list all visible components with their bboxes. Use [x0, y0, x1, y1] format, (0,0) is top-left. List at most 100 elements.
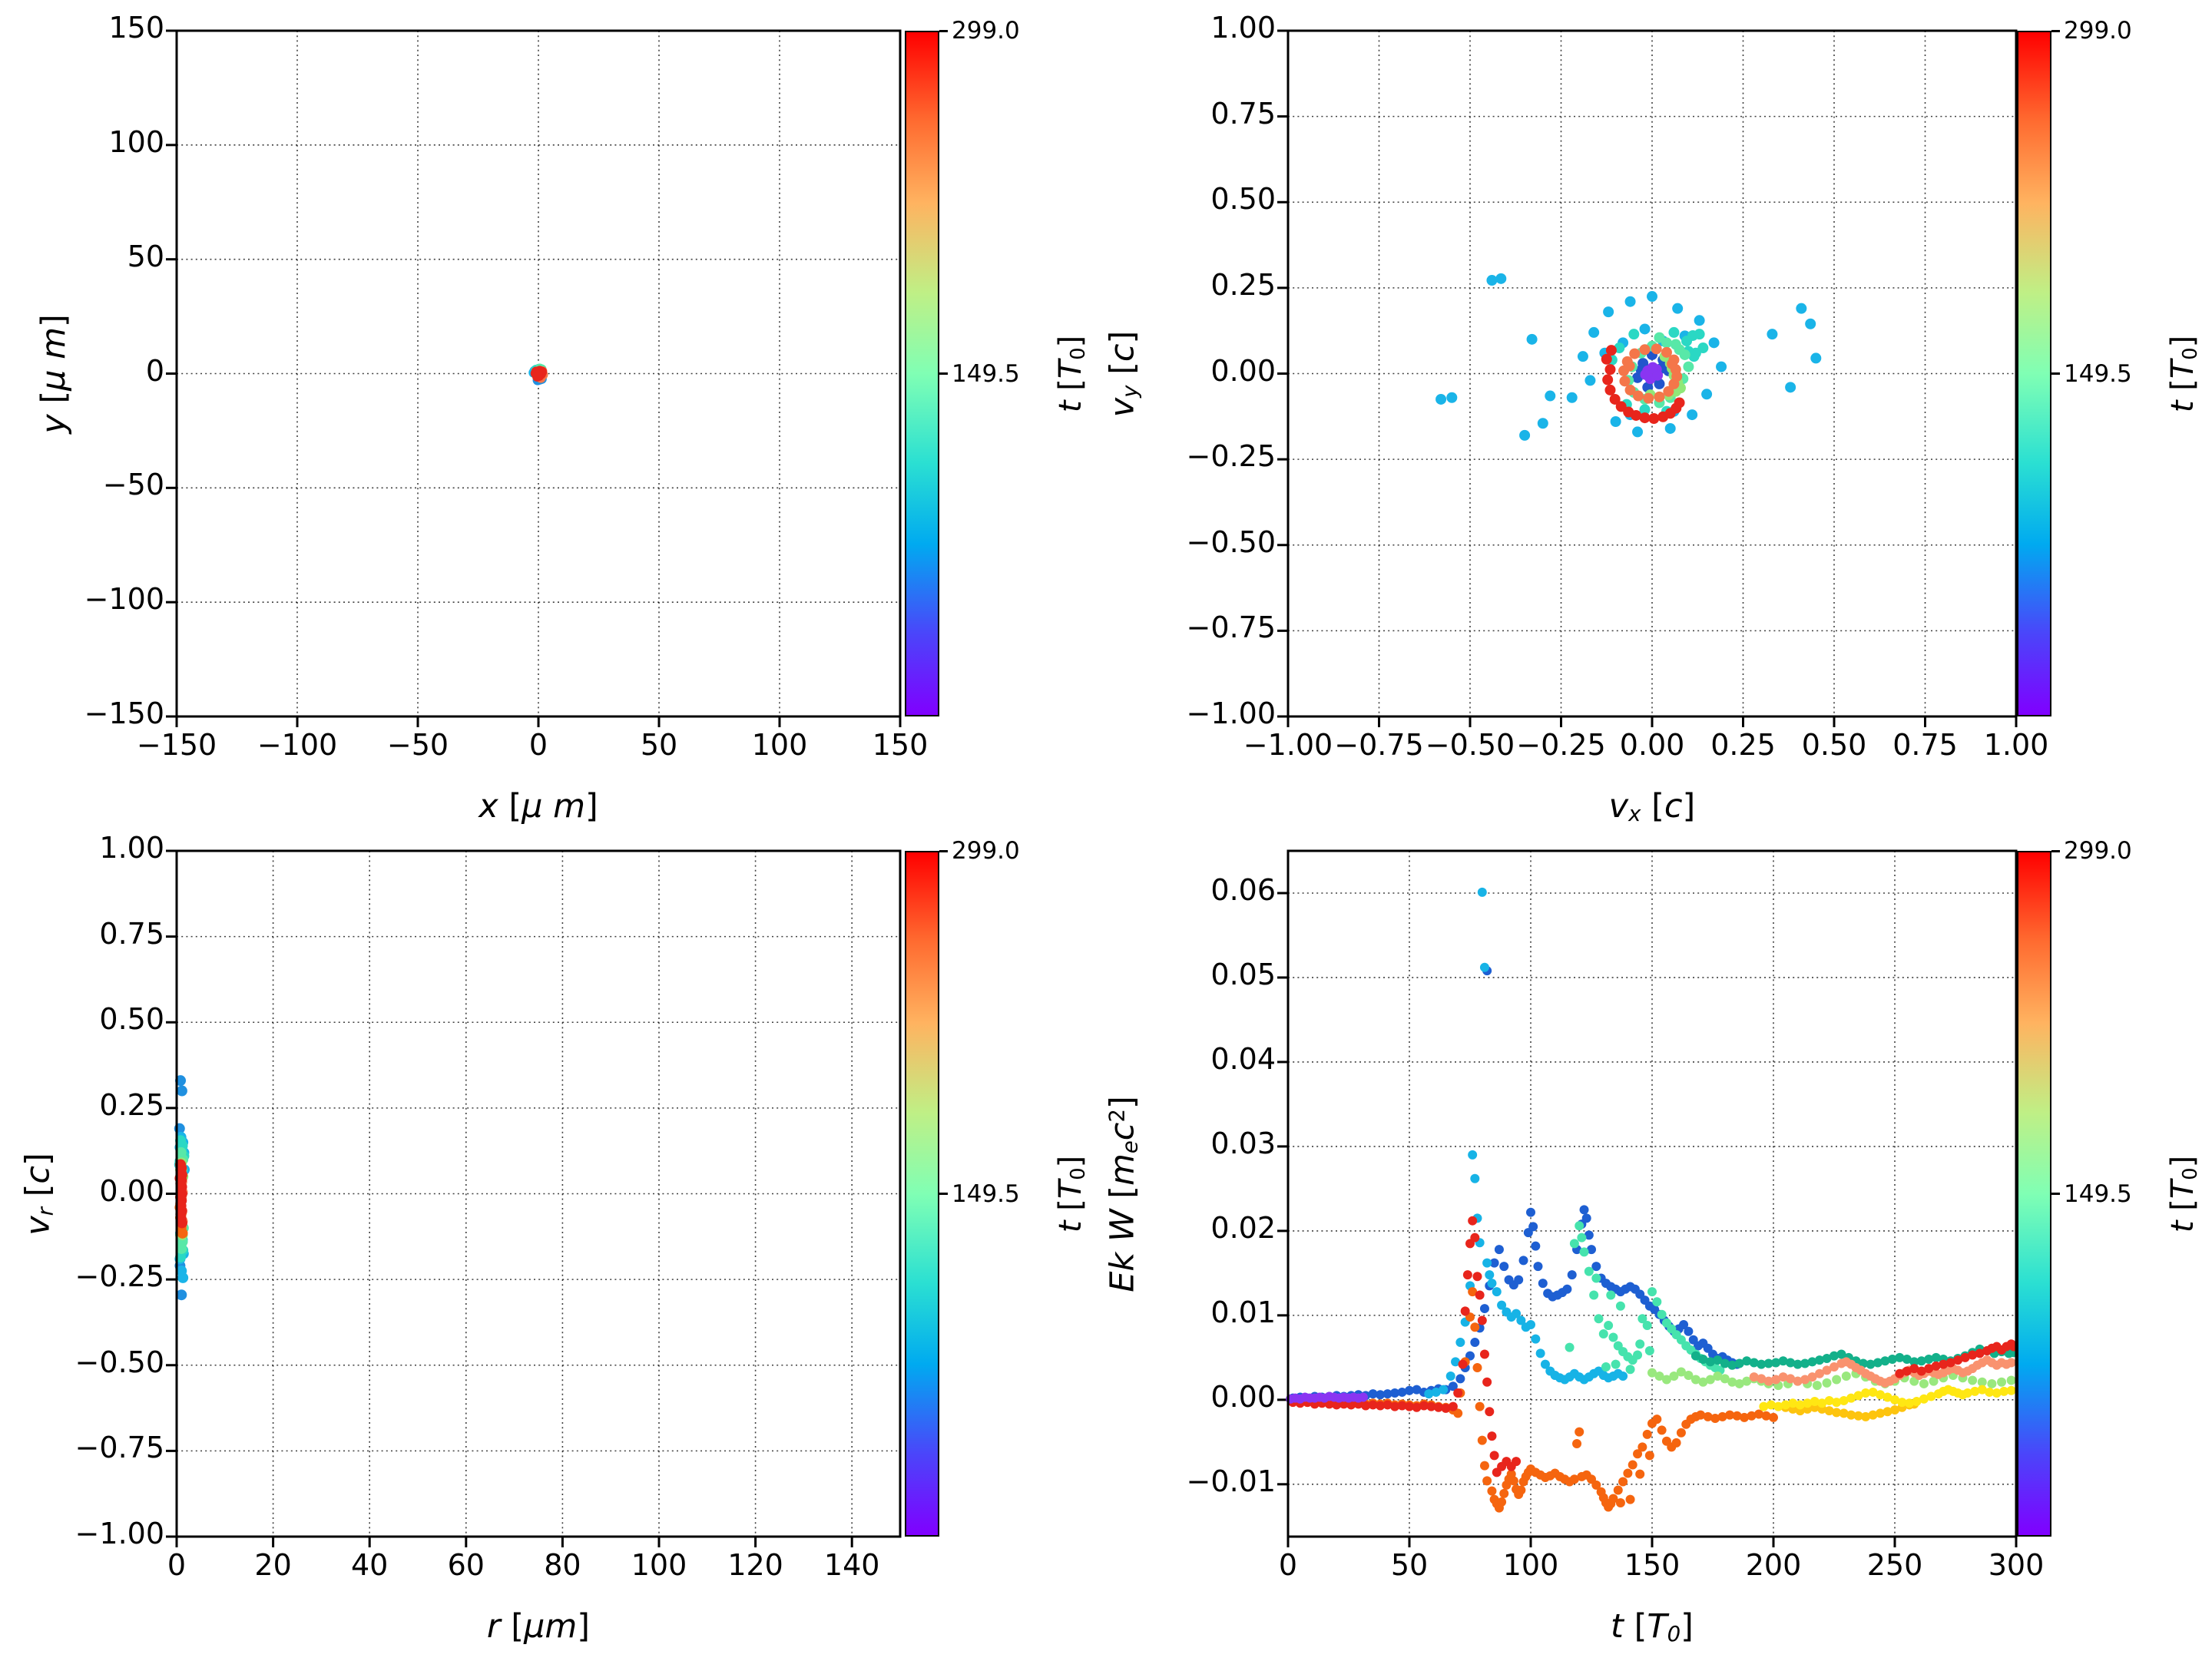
- y-tick-label: 0.00: [99, 1173, 164, 1208]
- label-fragment: c: [1664, 787, 1683, 826]
- tick-marks: [166, 849, 853, 1547]
- label-fragment: v: [18, 1215, 58, 1236]
- y-axis-label: vr [c]: [18, 1153, 58, 1236]
- label-fragment: Ek W: [1103, 1208, 1142, 1292]
- colorbar-label: t [T0]: [1053, 1155, 1090, 1232]
- label-fragment: c: [1103, 342, 1142, 362]
- label-fragment: t: [2165, 1219, 2201, 1233]
- y-tick-label: 0.75: [99, 916, 164, 951]
- y-axis-label: vy [c]: [1103, 330, 1142, 417]
- colorbar-gradient: [2017, 851, 2051, 1537]
- x-axis-label: t [T0]: [1611, 1607, 1694, 1646]
- colorbar-tick-mark: [939, 849, 948, 852]
- x-tick-label: 40: [351, 1548, 389, 1582]
- label-fragment: 2: [1104, 1108, 1130, 1123]
- label-fragment: [: [35, 390, 73, 414]
- label-fragment: t: [1053, 399, 1089, 412]
- y-axis-label: Ek W [mec2]: [1103, 1096, 1142, 1292]
- label-fragment: 0: [1667, 1622, 1681, 1647]
- label-fragment: ]: [1103, 330, 1142, 343]
- panel-r-vr: 0 20 40 60 80 100 120 140 1.00 0.75 0.50 0.25 0.00 −…: [18, 832, 902, 1646]
- x-axis-label: r [μm]: [487, 1607, 590, 1646]
- colorbar-tick-label: 149.5: [2064, 1180, 2132, 1208]
- label-fragment: 0: [2178, 346, 2202, 360]
- label-fragment: [35, 359, 73, 369]
- colorbar-label: t [T0]: [1053, 335, 1090, 412]
- y-tick-label: −50: [102, 468, 164, 502]
- series-t299-red: [530, 366, 548, 382]
- label-fragment: t: [2165, 399, 2201, 412]
- x-tick-label: 250: [1866, 1548, 1923, 1582]
- label-fragment: μ: [522, 787, 543, 826]
- series-red: [1288, 1216, 2018, 1477]
- y-tick-label: −0.75: [1186, 610, 1276, 645]
- y-tick-label: −0.25: [75, 1259, 164, 1294]
- x-tick-label: 150: [1624, 1548, 1681, 1582]
- label-fragment: c: [18, 1165, 58, 1184]
- label-fragment: [: [1053, 378, 1089, 400]
- label-fragment: m: [1103, 1153, 1142, 1186]
- x-tick-label: 0.25: [1710, 728, 1776, 762]
- x-tick-label: 120: [727, 1548, 783, 1582]
- x-tick-label: 80: [544, 1548, 581, 1582]
- x-tick-label: 50: [640, 728, 678, 762]
- label-fragment: [: [1641, 787, 1664, 826]
- colorbar-tick-label: 149.5: [952, 1180, 1020, 1208]
- gridlines: [1287, 851, 2017, 1537]
- colorbar-tick-mark: [939, 29, 948, 32]
- y-tick-label: 0.75: [1210, 96, 1276, 131]
- colorbar-tick-label: 149.5: [952, 359, 1020, 388]
- series-t245-salmon: [1618, 343, 1683, 404]
- colorbar-tick-mark: [2051, 849, 2060, 852]
- series-t299-red: [1601, 345, 1685, 424]
- y-tick-label: 0.00: [1210, 353, 1276, 388]
- y-tick-label: 50: [127, 239, 164, 273]
- y-tick-label: 0.00: [1210, 1379, 1276, 1414]
- tick-marks: [1277, 29, 2018, 727]
- x-tick-label: 1.00: [1983, 728, 2049, 762]
- x-tick-label: −50: [386, 728, 449, 762]
- label-fragment: r: [486, 1607, 501, 1646]
- label-fragment: [: [500, 1607, 525, 1646]
- label-fragment: r: [33, 1206, 58, 1216]
- x-tick-label: −1.00: [1243, 728, 1333, 762]
- colorbar-tick-mark: [939, 1193, 948, 1195]
- colorbar-tick-mark: [2051, 29, 2060, 32]
- label-fragment: [: [1103, 361, 1142, 385]
- colorbar-time-4: t [T0] 299.0 149.5: [2017, 837, 2202, 1537]
- label-fragment: T: [1053, 359, 1089, 379]
- y-tick-label: −0.25: [1186, 439, 1276, 474]
- series-t115-teal: [1606, 326, 1709, 417]
- x-tick-label: 0: [1278, 1548, 1298, 1582]
- label-fragment: T: [1647, 1607, 1667, 1646]
- y-tick-label: −0.75: [75, 1431, 164, 1465]
- series-cyan: [1424, 887, 1628, 1399]
- y-tick-label: 0.01: [1210, 1295, 1276, 1329]
- label-fragment: 0: [2178, 1166, 2202, 1180]
- colorbar-tick-mark: [2051, 372, 2060, 375]
- x-axis-label: vx [c]: [1609, 787, 1696, 826]
- x-axis-label: x [μ m]: [478, 787, 598, 826]
- x-tick-label: 100: [751, 728, 808, 762]
- tick-marks: [166, 29, 902, 727]
- label-fragment: μ: [35, 369, 73, 391]
- y-tick-label: −150: [84, 697, 164, 730]
- label-fragment: ]: [1682, 787, 1696, 826]
- y-axis-label: y [μ m]: [35, 314, 73, 434]
- x-tick-label: −150: [136, 728, 217, 762]
- label-fragment: ]: [1053, 335, 1089, 347]
- axes-spine: [1286, 29, 2018, 718]
- colorbar-tick-label: 149.5: [2064, 359, 2132, 388]
- series-yellow: [1759, 1385, 2016, 1411]
- label-fragment: [: [1053, 1198, 1089, 1220]
- plot-area-vx-vy: [1277, 29, 2018, 727]
- x-tick-label: −100: [257, 728, 338, 762]
- y-tick-label: −100: [84, 582, 164, 617]
- plot-area-t-energy: [1277, 849, 2018, 1547]
- y-tick-label: 0.05: [1210, 957, 1276, 991]
- y-tick-label: 0.50: [1210, 182, 1276, 217]
- x-tick-label: 0.50: [1801, 728, 1867, 762]
- x-tick-label: 300: [1988, 1548, 2045, 1582]
- y-tick-label: 0.06: [1210, 872, 1276, 907]
- y-tick-label: 0: [145, 353, 164, 388]
